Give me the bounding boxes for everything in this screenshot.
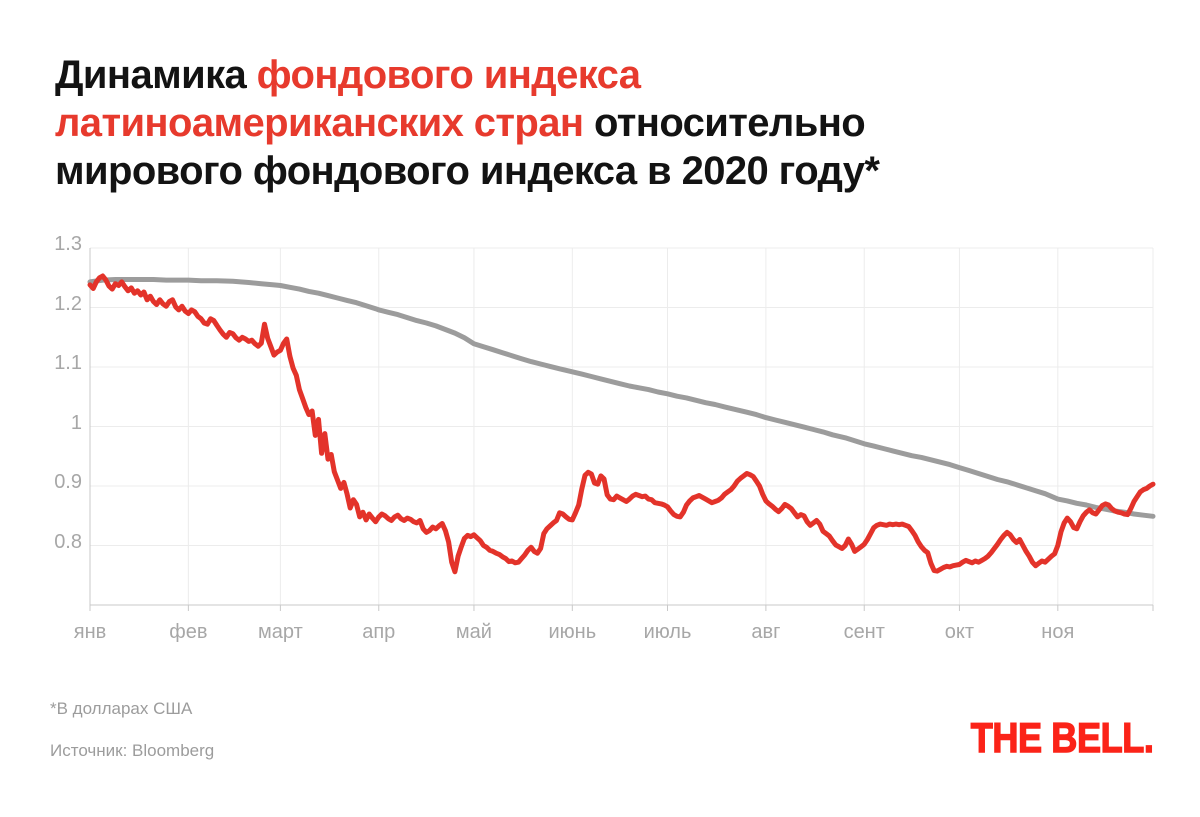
the-bell-logo: THE BELL.	[970, 713, 1154, 761]
y-axis-label: 1	[70, 411, 82, 434]
x-axis-label: июль	[643, 621, 692, 643]
y-axis-label: 0.8	[54, 530, 82, 553]
title-segment: относительно	[583, 101, 866, 145]
footnote-source: Источник: Bloomberg	[50, 741, 215, 760]
y-axis-label: 1.2	[54, 292, 82, 315]
x-axis-label: ноя	[1041, 621, 1075, 643]
world-index-line	[87, 277, 1156, 519]
title-segment-red: фондового индекса	[256, 53, 641, 97]
x-axis-label: авг	[751, 621, 781, 643]
x-axis-label: апр	[362, 621, 396, 643]
chart-title: Динамика фондового индекса латиноамерикан…	[55, 51, 880, 195]
title-segment: Динамика	[55, 53, 257, 97]
latin-american-index-line	[87, 273, 1156, 575]
x-axis-label: март	[258, 621, 303, 643]
x-axis-label: янв	[73, 621, 107, 643]
y-axis-label: 1.1	[54, 352, 82, 374]
x-axis-label: окт	[944, 621, 975, 643]
x-axis-label: май	[455, 621, 492, 643]
title-line: Динамика фондового индекса	[55, 51, 879, 99]
y-axis-label: 0.9	[54, 471, 82, 493]
x-axis-label: июнь	[548, 621, 597, 643]
y-axis-label: 1.3	[54, 233, 82, 255]
title-line: мирового фондового индекса в 2020 году*	[55, 147, 880, 195]
title-line: латиноамериканских стран относительно	[55, 99, 879, 147]
title-segment: мирового фондового индекса в 2020 году*	[55, 149, 880, 193]
x-axis-label: сент	[843, 621, 885, 643]
footnote-currency: *В долларах США	[50, 699, 193, 718]
title-segment-red: латиноамериканских стран	[55, 101, 584, 145]
x-axis-label: фев	[169, 621, 208, 643]
